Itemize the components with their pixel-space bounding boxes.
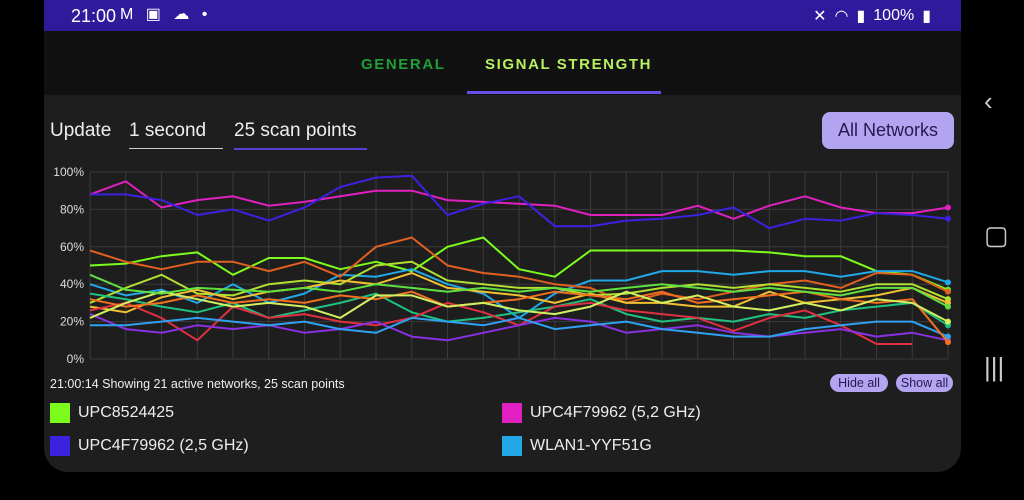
tab-general[interactable]: GENERAL: [361, 56, 446, 73]
summary-text: 21:00:14 Showing 21 active networks, 25 …: [50, 377, 345, 391]
series-end-point: [945, 339, 951, 346]
status-bar: 21:00 M ▣ ☁ • ✕ ◠ ▮ 100% ▮: [44, 0, 961, 31]
hide-all-button[interactable]: Hide all: [830, 374, 888, 392]
y-tick-label: 80%: [60, 202, 84, 216]
series-line-0: [89, 180, 949, 220]
y-tick-label: 40%: [60, 277, 84, 291]
y-tick-label: 0%: [67, 352, 85, 366]
all-networks-button[interactable]: All Networks: [822, 112, 954, 149]
series-line-1: [90, 174, 949, 230]
legend-swatch-2: [50, 436, 70, 456]
y-tick-label: 100%: [53, 165, 84, 179]
scan-points-select[interactable]: 25 scan points: [234, 120, 367, 150]
wifi-icon: ◠: [834, 8, 849, 25]
status-time: 21:00: [71, 6, 117, 26]
series-line-2: [89, 236, 949, 291]
series-line-12: [89, 290, 949, 323]
update-label: Update: [50, 120, 112, 141]
recents-icon[interactable]: |||: [984, 352, 1005, 382]
series-end-point: [945, 333, 951, 340]
legend-item[interactable]: UPC4F79962 (5,2 GHz): [502, 403, 701, 423]
signal-icon: ▮: [856, 8, 866, 25]
mute-icon: ✕: [813, 8, 827, 25]
legend-item[interactable]: UPC4F79962 (2,5 GHz): [50, 436, 249, 456]
legend-label: UPC8524425: [78, 404, 175, 421]
series-line-10: [90, 316, 949, 338]
series-end-point: [945, 288, 951, 295]
legend-label: UPC4F79962 (2,5 GHz): [78, 437, 249, 454]
home-icon[interactable]: ▢: [984, 220, 1009, 250]
tab-indicator: [467, 91, 661, 94]
battery-percent: 100%: [873, 7, 915, 24]
y-tick-label: 60%: [60, 240, 84, 254]
legend-swatch-1: [502, 403, 522, 423]
legend-swatch-0: [50, 403, 70, 423]
series-line-5: [89, 260, 949, 304]
controls-row: Update 1 second 25 scan points All Netwo…: [44, 95, 961, 159]
navigation-bar: ‹ ▢ |||: [964, 0, 1024, 500]
series-line-9: [89, 313, 949, 342]
series-line-13: [89, 273, 949, 308]
signal-chart: 0% 20% 40% 60% 80% 100%: [53, 165, 951, 366]
battery-icon: ▮: [922, 8, 931, 25]
legend-item[interactable]: WLAN1-YYF51G: [502, 436, 652, 456]
status-right: ✕ ◠ ▮ 100% ▮: [813, 6, 931, 26]
series-end-point: [945, 279, 951, 286]
update-interval-select[interactable]: 1 second: [129, 120, 223, 149]
series-line-8: [89, 301, 913, 345]
back-icon[interactable]: ‹: [984, 86, 993, 116]
legend-item[interactable]: UPC8524425: [50, 403, 174, 423]
series-line-4: [89, 236, 949, 304]
series-end-point: [945, 215, 951, 222]
tab-bar: GENERAL SIGNAL STRENGTH: [44, 31, 961, 95]
tab-signal-strength[interactable]: SIGNAL STRENGTH: [485, 56, 653, 73]
y-tick-label: 20%: [60, 315, 84, 329]
notification-icons: M ▣ ☁ •: [120, 6, 212, 23]
legend-label: UPC4F79962 (5,2 GHz): [530, 404, 701, 421]
legend-swatch-3: [502, 436, 522, 456]
show-all-button[interactable]: Show all: [896, 374, 953, 392]
legend-label: WLAN1-YYF51G: [530, 437, 652, 454]
series-end-point: [945, 204, 951, 211]
app-screen: 21:00 M ▣ ☁ • ✕ ◠ ▮ 100% ▮ GENERAL SIGNA…: [44, 0, 961, 472]
series-end-point: [945, 303, 951, 310]
series-end-point: [945, 318, 951, 325]
